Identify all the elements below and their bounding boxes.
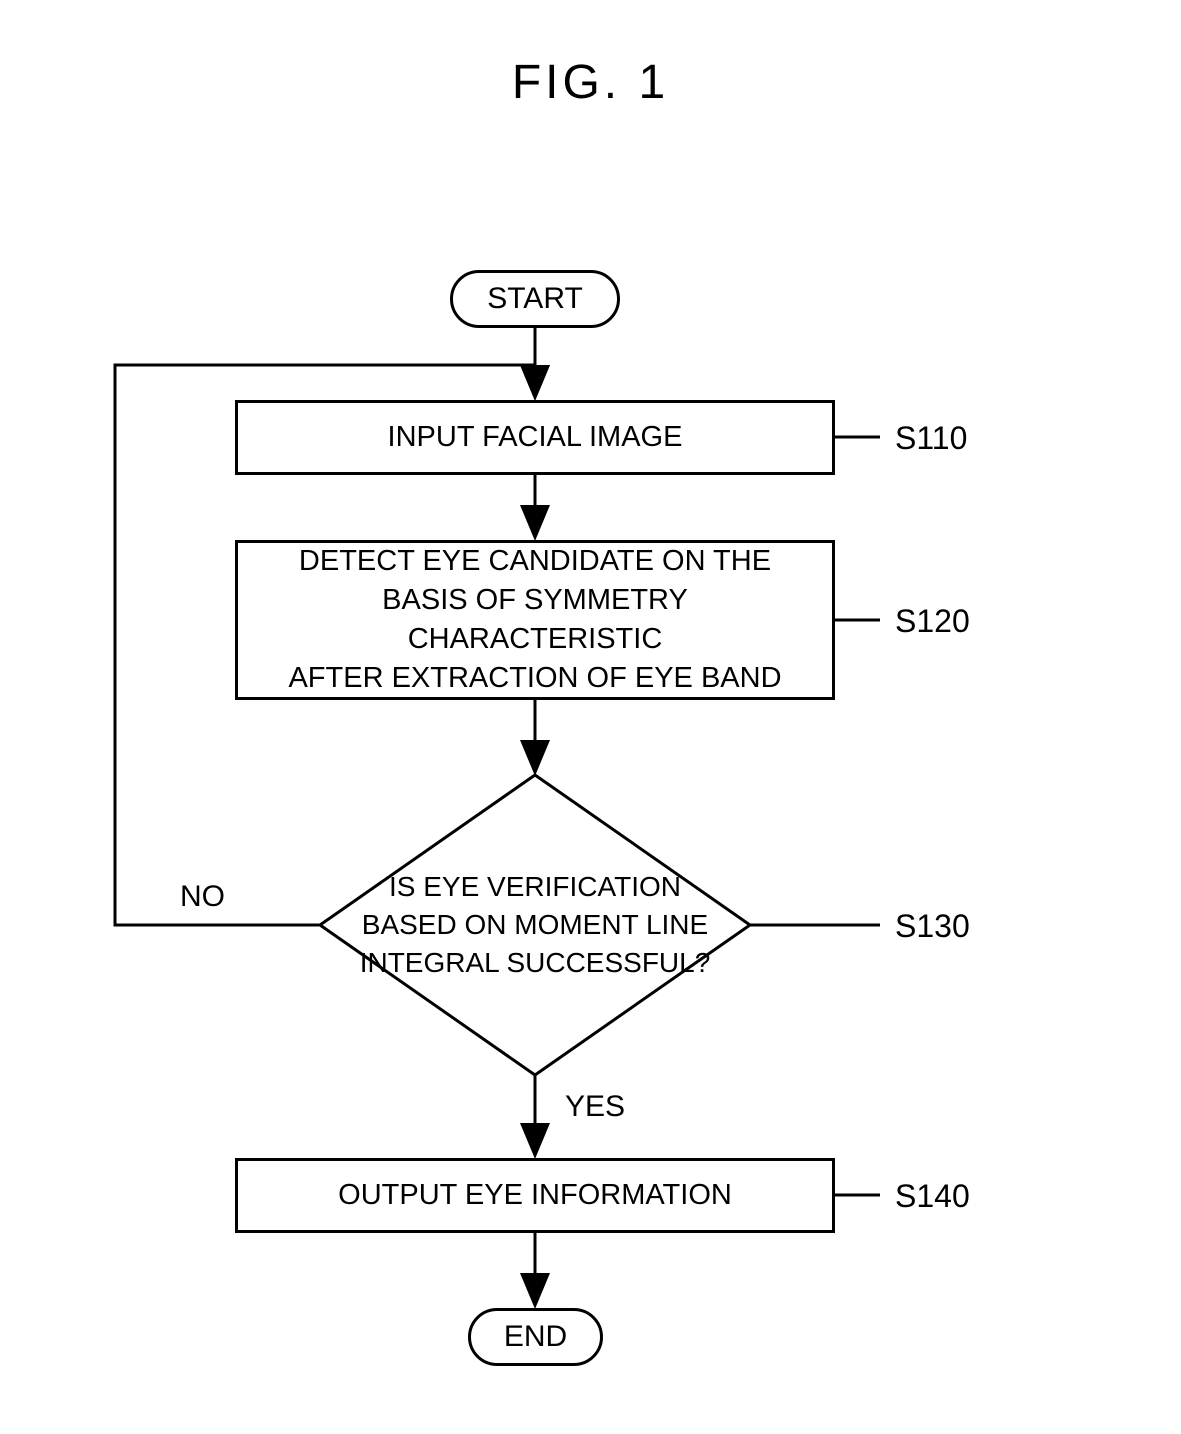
process-s120: DETECT EYE CANDIDATE ON THE BASIS OF SYM… (235, 540, 835, 700)
start-terminator: START (450, 270, 620, 328)
decision-s130-text: IS EYE VERIFICATION BASED ON MOMENT LINE… (360, 868, 711, 981)
end-label: END (504, 1320, 567, 1354)
edge-label-no: NO (180, 880, 225, 914)
process-s110-text: INPUT FACIAL IMAGE (388, 418, 683, 457)
edge-label-yes: YES (565, 1090, 625, 1124)
process-s140-text: OUTPUT EYE INFORMATION (338, 1176, 732, 1215)
end-terminator: END (468, 1308, 603, 1366)
process-s120-text: DETECT EYE CANDIDATE ON THE BASIS OF SYM… (258, 542, 812, 699)
process-s110: INPUT FACIAL IMAGE (235, 400, 835, 475)
decision-s130: IS EYE VERIFICATION BASED ON MOMENT LINE… (320, 775, 750, 1075)
figure-title: FIG. 1 (0, 55, 1181, 110)
step-label-s140: S140 (895, 1178, 970, 1215)
step-label-s120: S120 (895, 603, 970, 640)
step-label-s130: S130 (895, 908, 970, 945)
step-label-s110: S110 (895, 420, 967, 457)
start-label: START (487, 282, 583, 316)
process-s140: OUTPUT EYE INFORMATION (235, 1158, 835, 1233)
